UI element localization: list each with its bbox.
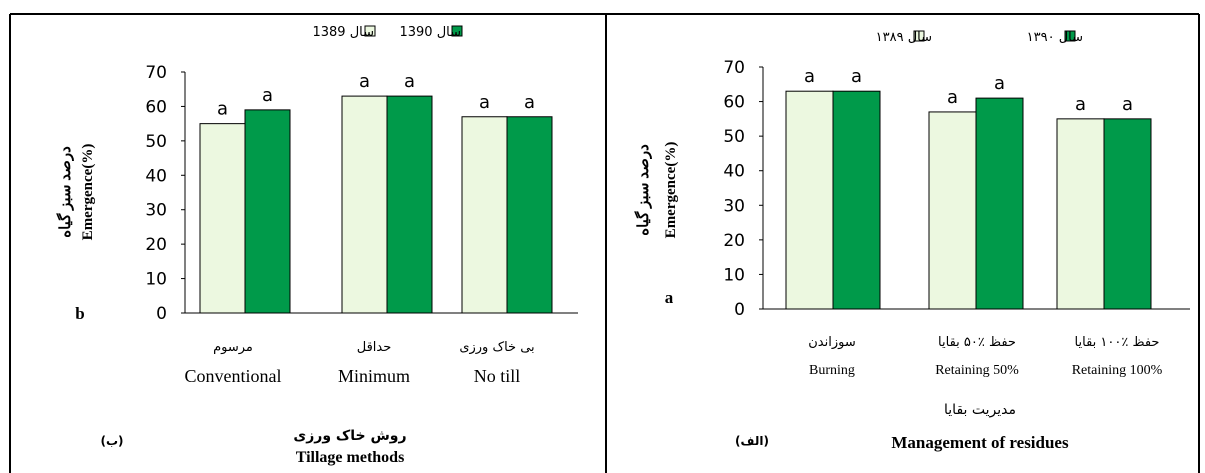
category-label-fa: مرسوم <box>213 340 253 355</box>
y-tick-label: 40 <box>723 162 745 182</box>
y-tick-label: 70 <box>723 58 745 78</box>
bar <box>928 111 977 310</box>
significance-letter: a <box>804 66 815 87</box>
significance-letter: a <box>851 66 862 87</box>
legend-label-year1: سال 1389 <box>312 25 374 40</box>
y-tick-label: 50 <box>723 127 745 147</box>
y-axis-title-en: Emergence(%) <box>663 142 679 239</box>
y-tick-label: 20 <box>723 231 745 251</box>
panel-label: (ب) <box>100 434 123 448</box>
bar <box>506 116 553 314</box>
bar <box>199 123 246 314</box>
x-axis-title-en: Tillage methods <box>296 449 405 466</box>
significance-letter: a <box>217 99 228 120</box>
significance-letter: a <box>359 71 370 92</box>
category-label-fa: حداقل <box>357 340 392 355</box>
significance-letter: a <box>994 73 1005 94</box>
significance-letter: a <box>524 92 535 113</box>
y-tick-label: 40 <box>145 166 167 186</box>
significance-letter: a <box>1075 94 1086 115</box>
x-axis-title-fa: مدیریت بقایا <box>944 402 1016 418</box>
bar <box>1103 118 1152 310</box>
y-tick-label: 60 <box>723 93 745 113</box>
significance-letter: a <box>1122 94 1133 115</box>
chart-residues: سال ۱۳۸۹ سال ۱۳۹۰ 0 10 20 30 40 50 60 70 a a a a a a… <box>634 30 1190 452</box>
panel-letter: b <box>75 304 84 323</box>
chart-tillage: سال 1389 سال 1390 0 10 20 30 40 50 60 70 a a a a a a… <box>56 25 578 466</box>
y-tick-label: 0 <box>734 300 745 320</box>
panel-label: (الف) <box>735 434 769 448</box>
y-tick-label: 0 <box>156 304 167 324</box>
bar <box>341 95 388 314</box>
bar <box>1056 118 1105 310</box>
panel-letter: a <box>665 288 674 307</box>
y-tick-label: 70 <box>145 63 167 83</box>
y-axis-title-fa: درصد سبز گیاه <box>634 144 652 236</box>
x-axis-title-en: Management of residues <box>891 433 1069 452</box>
category-label-fa: حفظ ٪۵۰ بقایا <box>938 335 1016 350</box>
y-axis-title-en: Emergence(%) <box>80 144 96 241</box>
legend-label-year1: سال ۱۳۸۹ <box>876 30 932 45</box>
bar <box>785 90 834 310</box>
y-tick-label: 60 <box>145 97 167 117</box>
bar <box>461 116 508 314</box>
bar <box>975 97 1024 310</box>
y-tick-label: 20 <box>145 235 167 255</box>
y-tick-label: 10 <box>145 270 167 290</box>
bar <box>244 109 291 314</box>
bar <box>832 90 881 310</box>
legend-swatch-year2 <box>451 25 463 37</box>
significance-letter: a <box>404 71 415 92</box>
x-axis-title-fa: روش خاک ورزی <box>293 428 406 444</box>
significance-letter: a <box>262 85 273 106</box>
category-label: Minimum <box>338 366 410 386</box>
legend-swatch-year1 <box>913 30 925 42</box>
legend-label-year2: سال 1390 <box>399 25 461 40</box>
category-label: Retaining 100% <box>1072 363 1163 378</box>
category-label-fa: سوزاندن <box>808 335 856 350</box>
legend-label-year2: سال ۱۳۹۰ <box>1027 30 1083 45</box>
y-axis-title-fa: درصد سبز گیاه <box>56 146 74 238</box>
category-label: Retaining 50% <box>935 363 1019 378</box>
category-label-fa: حفظ ٪۱۰۰ بقایا <box>1075 335 1160 350</box>
legend-swatch-year1 <box>364 25 376 37</box>
y-tick-label: 50 <box>145 132 167 152</box>
y-tick-label: 30 <box>723 196 745 216</box>
legend-swatch-year2 <box>1064 30 1076 42</box>
y-tick-label: 10 <box>723 265 745 285</box>
significance-letter: a <box>479 92 490 113</box>
significance-letter: a <box>947 87 958 108</box>
category-label-fa: بی خاک ورزی <box>459 340 534 355</box>
category-label: Conventional <box>185 366 282 386</box>
category-label: No till <box>474 366 521 386</box>
category-label: Burning <box>809 363 855 378</box>
y-tick-label: 30 <box>145 201 167 221</box>
bar <box>386 95 433 314</box>
